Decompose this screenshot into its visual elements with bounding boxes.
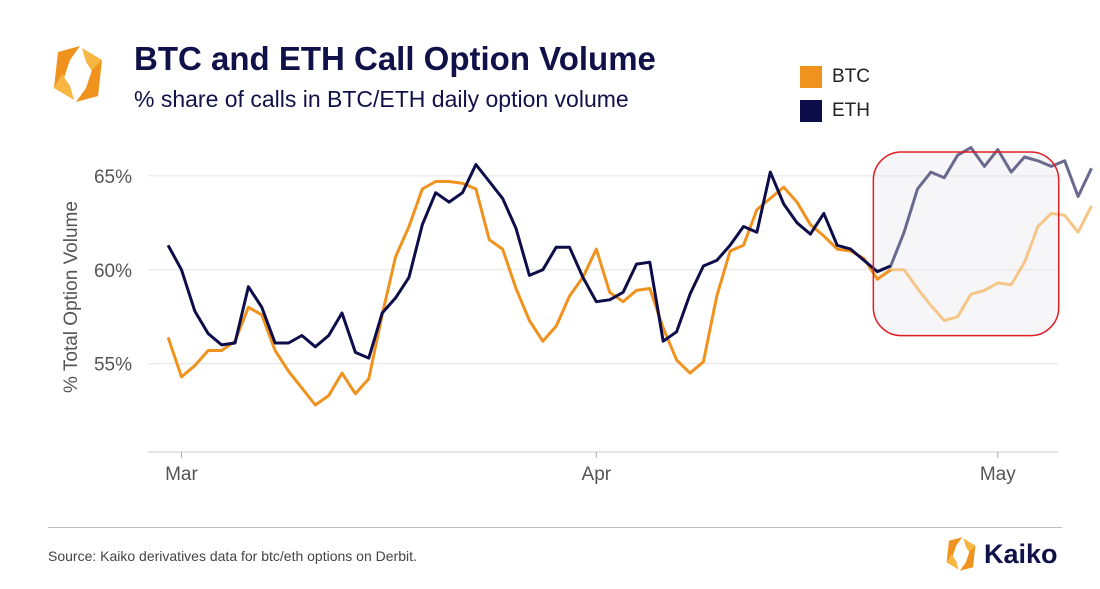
legend-swatch-btc <box>800 66 822 88</box>
highlight-frame <box>872 151 1060 337</box>
chart-subtitle: % share of calls in BTC/ETH daily option… <box>134 86 629 112</box>
footer-divider <box>48 527 1062 528</box>
legend-label-btc: BTC <box>832 66 870 87</box>
y-tick-label: 65% <box>94 167 132 188</box>
x-tick-label: Apr <box>582 464 612 485</box>
y-tick-label: 55% <box>94 355 132 376</box>
chart-title: BTC and ETH Call Option Volume <box>134 40 656 77</box>
source-note: Source: Kaiko derivatives data for btc/e… <box>48 548 417 564</box>
kaiko-brand-icon <box>946 537 976 571</box>
series-line-eth <box>166 163 892 360</box>
kaiko-brand: Kaiko <box>944 536 1058 572</box>
series-line-btc-highlighted <box>876 205 1093 322</box>
legend-item-btc: BTC <box>800 60 870 94</box>
x-tick-label: May <box>980 464 1016 485</box>
series-line-btc <box>166 180 892 407</box>
kaiko-logo-icon <box>50 44 106 104</box>
line-chart: 55% 60% 65% Mar Apr May % Total Option Volume <box>61 146 1093 485</box>
legend-label-eth: ETH <box>832 100 870 121</box>
y-axis-title: % Total Option Volume <box>61 201 82 393</box>
x-tick-label: Mar <box>165 464 198 485</box>
brand-wordmark: Kaiko <box>984 538 1058 569</box>
chart-legend: BTC ETH <box>800 60 870 128</box>
legend-item-eth: ETH <box>800 94 870 128</box>
series-line-eth-highlighted <box>876 146 1093 273</box>
legend-swatch-eth <box>800 100 822 122</box>
y-tick-label: 60% <box>94 261 132 282</box>
